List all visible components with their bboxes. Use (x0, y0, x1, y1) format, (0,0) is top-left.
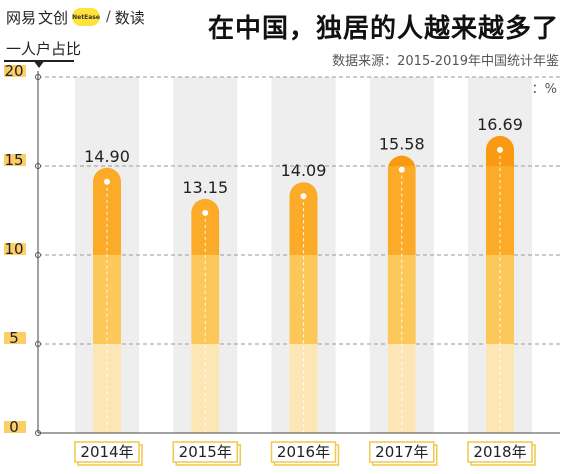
x-category-label: 2015年 (179, 443, 232, 461)
bar-segment (387, 166, 416, 255)
y-tick-badge (4, 421, 26, 433)
y-tick-label: 0 (9, 418, 19, 436)
brand-section: 数读 (114, 8, 145, 27)
y-tick-badge (4, 243, 26, 255)
x-category-badge (74, 441, 140, 463)
y-tick-label: 15 (4, 151, 23, 169)
bar-value-label: 14.09 (281, 161, 327, 180)
bar-top-dot (497, 146, 503, 153)
y-tick-label: 10 (4, 240, 23, 258)
x-category-label: 2016年 (277, 443, 330, 461)
brand-name-part1: 网易 (6, 8, 37, 27)
bar-segment (486, 344, 514, 433)
y-tick-badge (4, 65, 26, 77)
bar-segment (387, 255, 416, 344)
x-category-label: 2014年 (80, 443, 133, 461)
y-tick-badge (4, 154, 26, 166)
y-tick-label: 5 (9, 329, 19, 347)
bar-value-label: 14.90 (84, 147, 130, 166)
brand-slash: / (106, 9, 111, 25)
x-category-badge (172, 441, 238, 463)
bar-value-label: 13.15 (182, 178, 228, 197)
bar-top-dot (202, 209, 209, 216)
data-source: 数据来源：2015-2019年中国统计年鉴 (332, 54, 559, 69)
bar-segment (93, 255, 121, 344)
x-category-badge (369, 441, 435, 463)
chart-title: 在中国，独居的人越来越多了 (207, 14, 559, 44)
bar-segment (387, 155, 416, 166)
x-category-badge (270, 441, 337, 463)
y-tick-label: 20 (4, 62, 23, 80)
bar-top-dot (398, 166, 405, 173)
brand: 网易 文创 NetEase / 数读 (6, 6, 145, 28)
netease-logo-icon: NetEase (72, 8, 101, 26)
logo-text: NetEase (72, 13, 100, 21)
y-tick-badge (4, 332, 26, 344)
bar-value-label: 15.58 (379, 135, 425, 154)
bar-segment (486, 255, 514, 344)
chart-subtitle: 一人户占比 (6, 40, 82, 58)
x-category-label: 2018年 (473, 443, 526, 461)
bar-value-label: 16.69 (477, 115, 523, 134)
bar-top-dot (300, 193, 307, 200)
x-category-badge (467, 441, 533, 463)
triangle-marker-icon (33, 60, 45, 68)
x-category-label: 2017年 (375, 443, 428, 461)
bar-top-dot (104, 178, 110, 185)
brand-name-part2: 文创 (38, 8, 69, 27)
